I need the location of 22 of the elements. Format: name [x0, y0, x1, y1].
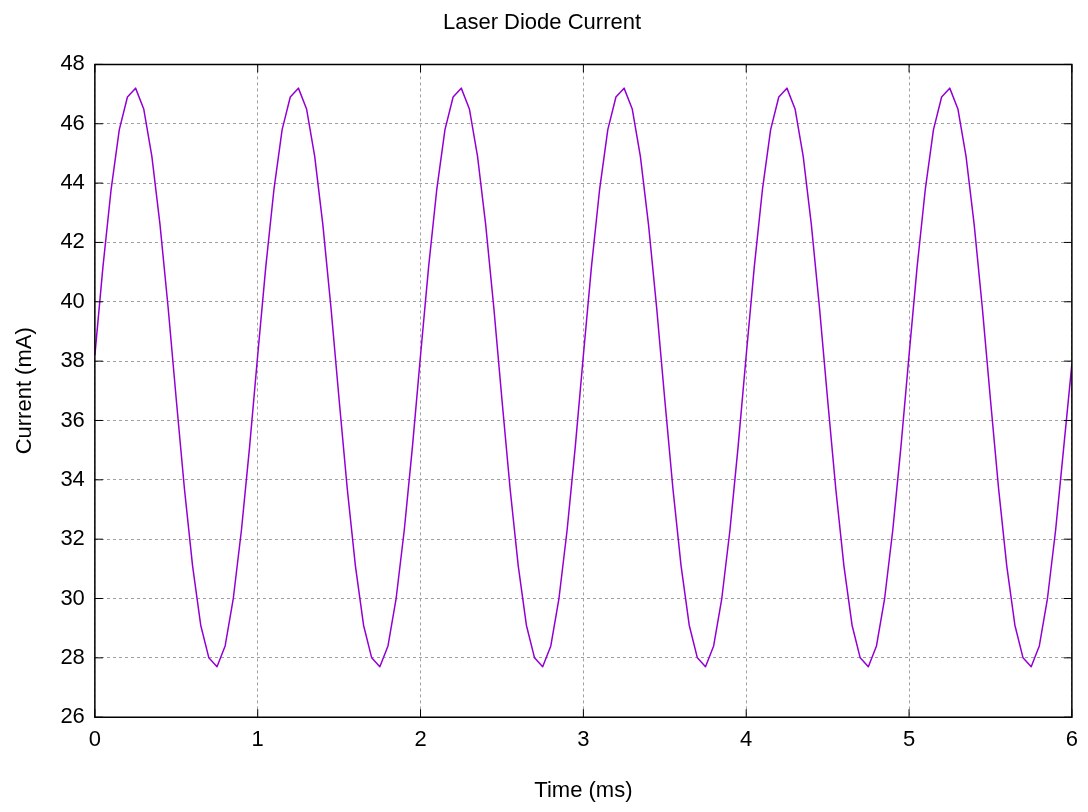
y-tick-label: 44 [60, 169, 85, 195]
y-tick-label: 38 [60, 347, 85, 373]
y-tick-label: 36 [60, 406, 85, 432]
x-axis-title: Time (ms) [534, 776, 633, 802]
y-tick-label: 34 [60, 465, 85, 491]
y-axis-title: Current (mA) [11, 327, 37, 455]
x-tick-label: 3 [577, 726, 590, 752]
x-tick-label: 5 [902, 726, 916, 752]
x-tick-label: 4 [740, 726, 753, 752]
y-tick-label: 48 [60, 50, 85, 76]
y-tick-label: 42 [60, 228, 85, 254]
y-tick-label: 32 [60, 525, 85, 551]
x-tick-label: 6 [1065, 726, 1079, 752]
y-tick-label: 28 [60, 643, 85, 669]
chart-title: Laser Diode Current [442, 9, 642, 35]
x-tick-label: 0 [88, 726, 101, 752]
y-tick-label: 40 [60, 287, 85, 313]
y-tick-label: 30 [60, 584, 85, 610]
x-tick-label: 1 [251, 726, 264, 752]
y-tick-label: 46 [60, 109, 85, 135]
y-tick-label: 26 [60, 703, 85, 729]
x-tick-label: 2 [414, 726, 427, 752]
